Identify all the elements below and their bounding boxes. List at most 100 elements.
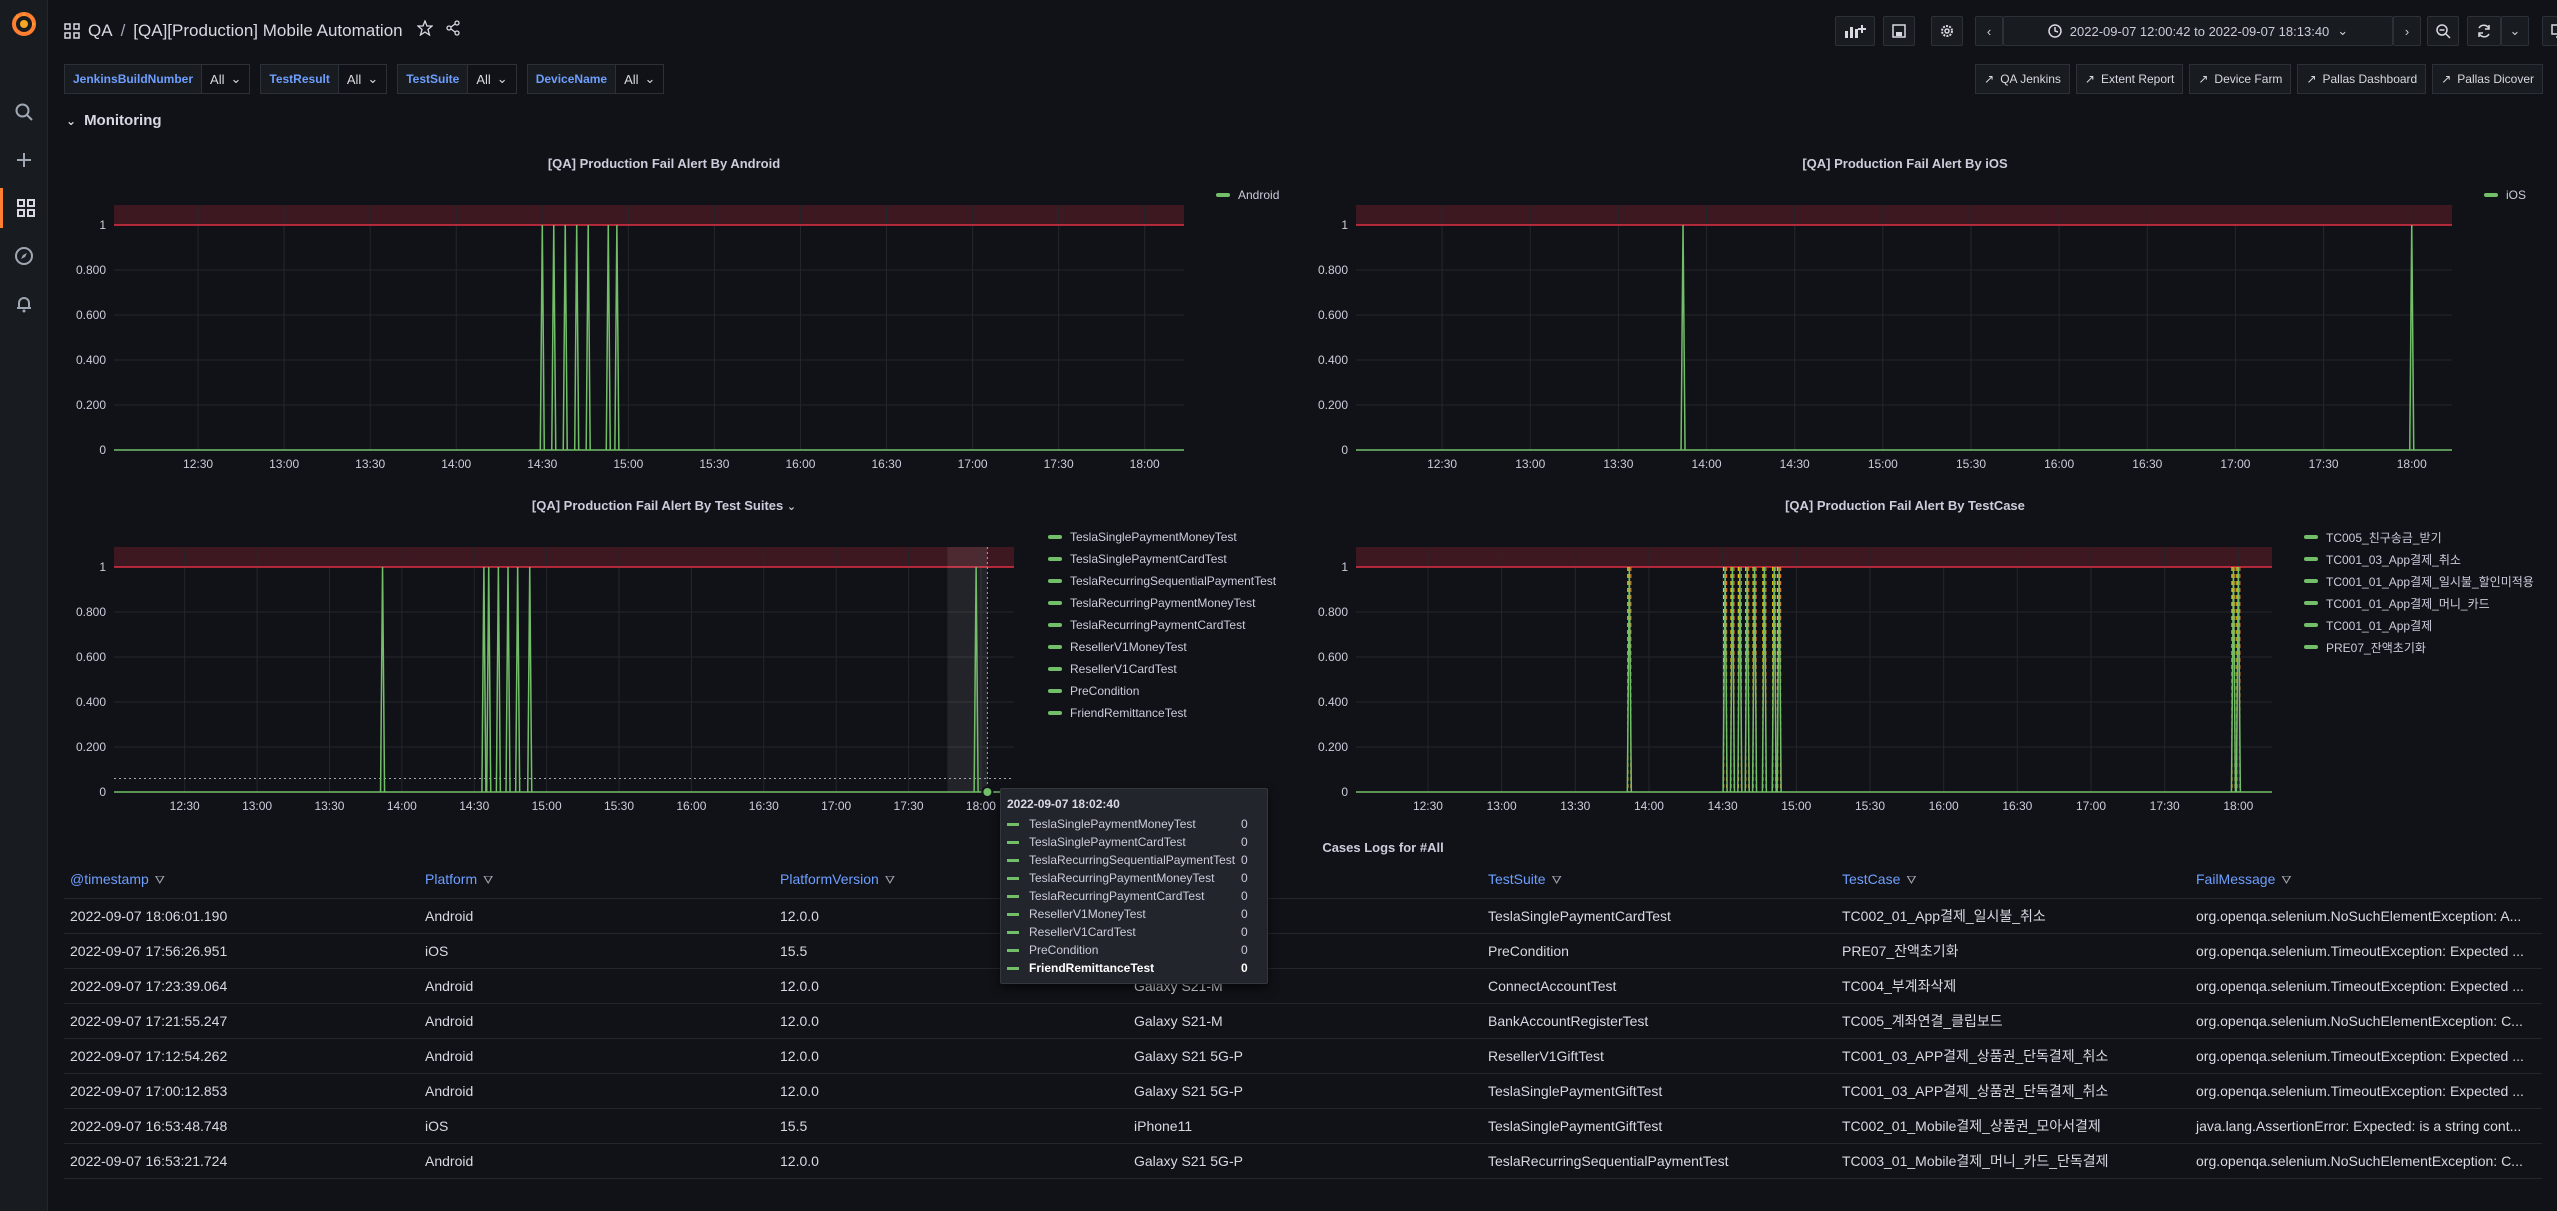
legend-item[interactable]: TeslaRecurringSequentialPaymentTest [1048,570,1276,592]
test-suites-chart[interactable]: 1 0.800 0.600 0.400 0.200 0 12:30 13:00 13:30 14:… [64,492,1284,822]
zoom-out-button[interactable] [2427,16,2459,46]
table-row[interactable]: 2022-09-07 18:06:01.190 Android 12.0.0 Tesl… [64,898,2542,934]
filter-icon[interactable]: ⛛ [884,873,895,888]
external-link-icon: ↗ [2441,72,2452,86]
dashboards-icon[interactable] [0,188,48,228]
x-tick-label: 12:30 [170,799,200,813]
testcase-chart[interactable]: 1 0.800 0.600 0.400 0.200 0 12:30 13:00 13:30 14:… [1300,492,2550,822]
filter-icon[interactable]: ⛛ [1906,873,1917,888]
tv-mode-button[interactable] [2542,16,2557,46]
legend-item[interactable]: ResellerV1MoneyTest [1048,636,1276,658]
explore-icon[interactable] [0,236,48,276]
legend-item[interactable]: FriendRemittanceTest [1048,702,1276,724]
panel-title[interactable]: [QA] Production Fail Alert By Android [547,156,781,171]
variable-select[interactable]: All ⌄ [616,64,665,94]
variable-device-name: DeviceName All ⌄ [526,64,665,94]
link-pallas-dashboard[interactable]: ↗ Pallas Dashboard [2297,64,2427,94]
legend-item[interactable]: TC001_03_App결제_취소 [2304,548,2534,570]
legend-item[interactable]: TC005_친구송금_받기 [2304,526,2534,548]
x-tick-label: 17:00 [2076,799,2106,813]
legend-swatch [1048,667,1062,671]
link-extent-report[interactable]: ↗ Extent Report [2075,64,2184,94]
time-range-picker[interactable]: 2022-09-07 12:00:42 to 2022-09-07 18:13:… [2003,16,2393,46]
column-header[interactable]: Platform ⛛ [419,862,774,899]
time-back-button[interactable]: ‹ [1975,16,2003,46]
chevron-right-icon: › [2404,23,2410,39]
filter-icon[interactable]: ⛛ [154,873,165,888]
panel-title[interactable]: Cases Logs for #All [64,840,2542,855]
table-row[interactable]: 2022-09-07 16:53:21.724 Android 12.0.0 Gala… [64,1143,2542,1179]
row-collapse-toggle[interactable]: ⌄ Monitoring [66,112,162,129]
legend-item[interactable]: ResellerV1CardTest [1048,658,1276,680]
threshold-band [1356,205,2452,225]
grafana-logo-icon[interactable] [10,10,38,38]
legend-item[interactable]: PRE07_잔액초기화 [2304,636,2534,658]
share-icon[interactable] [445,20,461,41]
refresh-button[interactable] [2467,16,2501,46]
table-row[interactable]: 2022-09-07 17:21:55.247 Android 12.0.0 Gala… [64,1003,2542,1039]
link-device-farm[interactable]: ↗ Device Farm [2189,64,2292,94]
legend-item[interactable]: TC001_01_App결제_일시불_할인미적용 [2304,570,2534,592]
legend-label: FriendRemittanceTest [1070,706,1187,720]
star-icon[interactable] [415,19,434,41]
search-icon[interactable] [0,92,48,132]
panel-title[interactable]: [QA] Production Fail Alert By Test Suite… [64,498,1264,518]
alert-bell-icon[interactable] [0,284,48,324]
link-pallas-dicover[interactable]: ↗ Pallas Dicover [2432,64,2543,94]
variable-select[interactable]: All ⌄ [202,64,251,94]
column-header[interactable]: TestCase ⛛ [1836,862,2190,899]
table-cell: org.openqa.selenium.NoSuchElementExcepti… [2190,1143,2542,1179]
refresh-interval-dropdown[interactable]: ⌄ [2501,16,2529,46]
chevron-down-icon: ⌄ [496,71,508,86]
variable-test-result: TestResult All ⌄ [260,64,388,94]
series-spike [1751,566,1758,793]
legend-item[interactable]: Android [1216,184,1279,206]
legend-item[interactable]: TC001_01_App결제 [2304,614,2534,636]
legend-item[interactable]: TeslaSinglePaymentCardTest [1048,548,1276,570]
settings-button[interactable] [1931,16,1963,46]
dashboard-title[interactable]: [QA][Production] Mobile Automation [133,20,403,40]
table-cell: TeslaSinglePaymentCardTest [1482,898,1836,934]
y-tick-label: 0.600 [1318,308,1348,322]
plus-icon[interactable] [0,140,48,180]
filter-icon[interactable]: ⛛ [1551,873,1562,888]
variable-select[interactable]: All ⌄ [468,64,517,94]
panel-title[interactable]: [QA] Production Fail Alert By TestCase [1785,498,2025,513]
variable-test-suite: TestSuite All ⌄ [397,64,517,94]
table-row[interactable]: 2022-09-07 17:56:26.951 iOS 15.5 PreConditi… [64,933,2542,969]
tooltip-row: TeslaRecurringPaymentMoneyTest 0 [1007,869,1261,887]
table-row[interactable]: 2022-09-07 17:23:39.064 Android 12.0.0 Gala… [64,968,2542,1004]
variable-select[interactable]: All ⌄ [338,64,388,94]
filter-icon[interactable]: ⛛ [2281,873,2292,888]
table-row[interactable]: 2022-09-07 16:53:48.748 iOS 15.5 iPhone11 Te… [64,1108,2542,1144]
legend-item[interactable]: TeslaRecurringPaymentCardTest [1048,614,1276,636]
series-name: ResellerV1MoneyTest [1029,907,1146,921]
legend-swatch [1048,689,1062,693]
panel-title[interactable]: [QA] Production Fail Alert By iOS [1802,156,2008,171]
legend-swatch [2304,601,2318,605]
link-qa-jenkins[interactable]: ↗ QA Jenkins [1975,64,2070,94]
column-header[interactable]: TestSuite ⛛ [1482,862,1836,899]
series-spike [481,566,487,793]
series-spike [605,224,612,451]
time-forward-button[interactable]: › [2393,16,2421,46]
legend-item[interactable]: TeslaSinglePaymentMoneyTest [1048,526,1276,548]
legend-item[interactable]: iOS [2484,184,2526,206]
series-swatch [1007,930,1019,934]
table-row[interactable]: 2022-09-07 17:00:12.853 Android 12.0.0 Gala… [64,1073,2542,1109]
legend-item[interactable]: TC001_01_App결제_머니_카드 [2304,592,2534,614]
column-header[interactable]: @timestamp ⛛ [64,862,419,899]
legend-item[interactable]: PreCondition [1048,680,1276,702]
save-dashboard-button[interactable] [1883,16,1915,46]
legend-item[interactable]: TeslaRecurringPaymentMoneyTest [1048,592,1276,614]
filter-icon[interactable]: ⛛ [483,873,494,888]
ios-chart[interactable]: 1 0.800 0.600 0.400 0.200 0 12:30 13:00 13:30 14:… [1300,150,2550,480]
table-row[interactable]: 2022-09-07 17:12:54.262 Android 12.0.0 Gala… [64,1038,2542,1074]
chevron-down-icon: ⌄ [2337,23,2349,38]
table-cell: org.openqa.selenium.TimeoutException: Ex… [2190,968,2542,1004]
table-cell: TC001_03_APP결제_상품권_단독결제_취소 [1836,1038,2190,1074]
add-panel-button[interactable] [1835,16,1875,46]
folder-link[interactable]: QA [88,20,113,40]
android-chart[interactable]: 1 0.800 0.600 0.400 0.200 0 12:30 13:00 13:30 14:… [64,150,1284,480]
column-header[interactable]: FailMessage ⛛ [2190,862,2542,899]
